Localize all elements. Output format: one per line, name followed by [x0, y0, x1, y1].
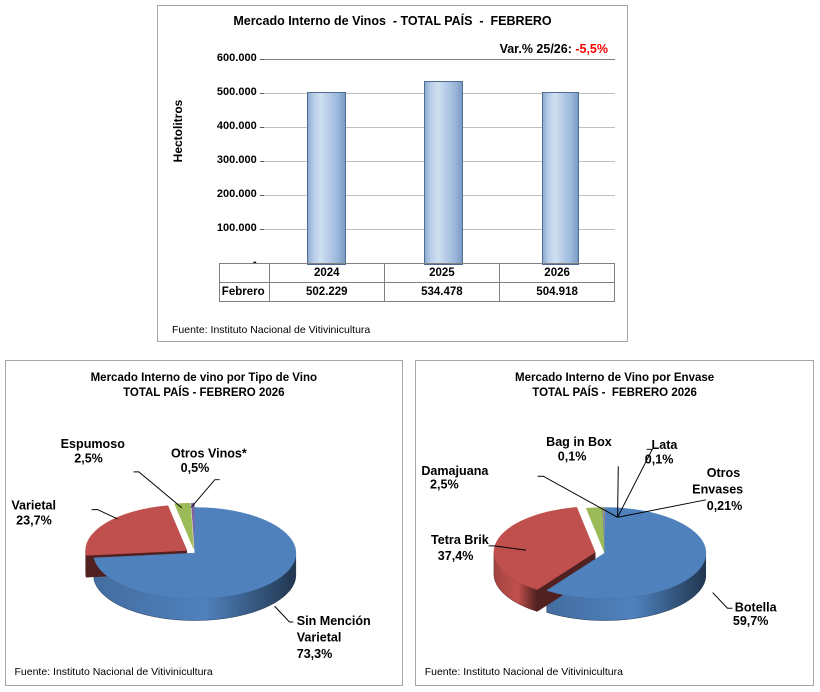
svg-text:0,21%: 0,21%: [706, 499, 742, 513]
svg-text:Sin Mención: Sin Mención: [296, 614, 370, 628]
svg-text:23,7%: 23,7%: [16, 513, 52, 527]
svg-text:Lata: Lata: [651, 438, 678, 452]
svg-text:Botella: Botella: [734, 601, 777, 615]
svg-text:59,7%: 59,7%: [733, 614, 769, 628]
svg-text:73,3%: 73,3%: [296, 647, 332, 661]
svg-text:Envases: Envases: [692, 483, 743, 497]
svg-text:0,1%: 0,1%: [644, 453, 673, 467]
svg-text:Bag in Box: Bag in Box: [546, 435, 612, 449]
svg-text:0,5%: 0,5%: [180, 461, 209, 475]
svg-text:2,5%: 2,5%: [74, 452, 103, 466]
svg-text:37,4%: 37,4%: [437, 549, 473, 563]
svg-text:0,1%: 0,1%: [557, 450, 586, 464]
svg-text:Espumoso: Espumoso: [60, 437, 125, 451]
svg-text:Damajuana: Damajuana: [421, 464, 489, 478]
svg-text:Otros: Otros: [706, 466, 740, 480]
svg-text:2,5%: 2,5%: [430, 478, 459, 492]
svg-text:Otros Vinos*: Otros Vinos*: [170, 447, 246, 461]
svg-text:Tetra Brik: Tetra Brik: [431, 533, 489, 547]
svg-text:Varietal: Varietal: [296, 631, 341, 645]
svg-text:Varietal: Varietal: [11, 498, 56, 512]
